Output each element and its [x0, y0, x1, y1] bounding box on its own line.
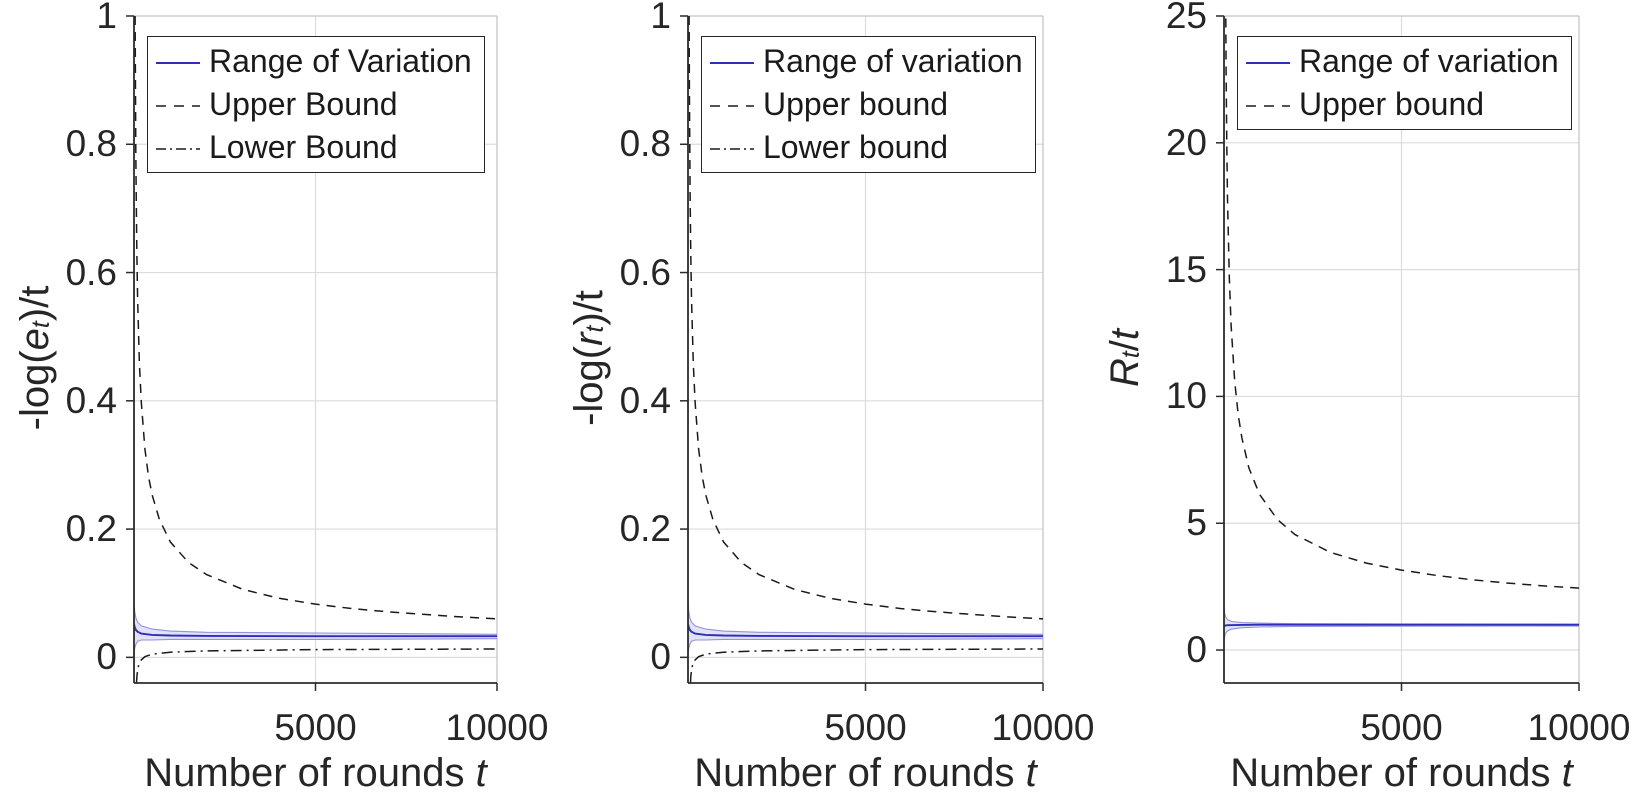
band-lower-edge	[1224, 625, 1579, 643]
y-axis-label-part: -log(	[566, 345, 611, 426]
y-axis-label-part: e	[12, 328, 57, 351]
y-axis-label-part: r	[566, 332, 611, 346]
x-tick-label: 10000	[1527, 707, 1631, 748]
x-axis-label: Number of rounds t	[1142, 752, 1641, 794]
y-tick-label: 0.6	[619, 251, 671, 293]
legend: Range of variation Upper bound Lower bound	[701, 36, 1036, 173]
y-axis-label-part: t	[1118, 351, 1146, 359]
legend: Range of Variation Upper Bound Lower Bound	[147, 36, 485, 173]
y-axis-label-part: t	[1102, 328, 1147, 341]
legend-entry: Upper Bound	[156, 83, 472, 126]
legend-entry: Range of Variation	[156, 40, 472, 83]
legend-line-sample-dashdot	[156, 139, 200, 157]
curve-upper-bound	[1225, 18, 1579, 589]
y-tick-label: 0	[1186, 629, 1207, 671]
legend-entry-label: Lower Bound	[209, 129, 398, 165]
legend-entry-label: Upper bound	[763, 86, 949, 122]
legend: Range of variation Upper bound	[1237, 36, 1572, 130]
y-tick-label: 0.6	[65, 251, 117, 293]
legend-entry: Lower Bound	[156, 126, 472, 169]
y-tick-label: 0.8	[65, 123, 117, 165]
y-axis-label-part: t	[582, 325, 610, 333]
x-tick-label: 5000	[824, 707, 907, 748]
y-axis-label: -log(r t)/t	[563, 48, 615, 668]
y-tick-label: 0.8	[619, 123, 671, 165]
x-axis-label-part: Number of rounds	[144, 751, 476, 795]
legend-entry: Upper bound	[710, 83, 1023, 126]
y-tick-label: 20	[1165, 121, 1207, 163]
legend-line-sample-solid	[1246, 53, 1290, 71]
x-axis-label-part: t	[1025, 751, 1037, 795]
x-axis-label: Number of rounds t	[606, 752, 1126, 794]
curve-range-of-variation	[1224, 623, 1579, 627]
legend-line-sample-dashed	[710, 96, 754, 114]
y-tick-label: 0.4	[619, 379, 671, 421]
legend-entry-label: Upper bound	[1299, 86, 1485, 122]
y-axis-label-part: )/t	[566, 290, 611, 326]
y-tick-label: 0.2	[65, 508, 117, 550]
y-axis-label-part: -log(	[12, 350, 57, 431]
y-tick-label: 1	[96, 0, 117, 36]
curve-lower-bound	[135, 648, 497, 683]
legend-line-sample-solid	[156, 53, 200, 71]
legend-entry: Range of variation	[710, 40, 1023, 83]
x-axis-label: Number of rounds t	[56, 752, 576, 794]
curve-range-of-variation	[688, 623, 1043, 638]
x-axis-label-part: Number of rounds	[694, 751, 1026, 795]
plot-panel-1	[126, 15, 498, 691]
x-tick-label: 5000	[1360, 707, 1443, 748]
y-axis-label-part: /	[1102, 340, 1147, 352]
curve-upper-bound	[134, 16, 497, 620]
x-axis-label-part: Number of rounds	[1230, 751, 1562, 795]
legend-entry-label: Range of Variation	[209, 43, 472, 79]
band-upper-edge	[688, 600, 1043, 635]
y-tick-label: 0	[96, 636, 117, 678]
legend-line-sample-dashed	[156, 96, 200, 114]
band-lower-edge	[688, 638, 1043, 655]
x-tick-label: 10000	[991, 707, 1095, 748]
band-upper-edge	[134, 600, 497, 635]
y-axis-label-part: R	[1102, 358, 1147, 388]
y-axis-label-part: )/t	[12, 285, 57, 322]
y-tick-label: 15	[1165, 248, 1207, 290]
x-tick-label: 10000	[445, 707, 549, 748]
legend-line-sample-dashed	[1246, 96, 1290, 114]
y-tick-label: 0.4	[65, 379, 117, 421]
legend-entry: Range of variation	[1246, 40, 1559, 83]
x-axis-label-part: t	[1561, 751, 1573, 795]
legend-line-sample-dashdot	[710, 139, 754, 157]
legend-entry-label: Upper Bound	[209, 86, 398, 122]
legend-entry-label: Lower bound	[763, 129, 949, 165]
legend-entry: Lower bound	[710, 126, 1023, 169]
plot-panel-3	[1216, 15, 1580, 691]
curve-lower-bound	[689, 648, 1043, 683]
band-lower-edge	[134, 638, 497, 655]
legend-entry-label: Range of variation	[763, 43, 1023, 79]
y-axis-label: -log(e t)/t	[9, 48, 61, 668]
y-tick-label: 0.2	[619, 508, 671, 550]
legend-line-sample-solid	[710, 53, 754, 71]
legend-entry-label: Range of variation	[1299, 43, 1559, 79]
curve-range-of-variation	[134, 623, 497, 638]
x-tick-label: 5000	[274, 707, 357, 748]
y-tick-label: 10	[1165, 375, 1207, 417]
x-axis-label-part: t	[475, 751, 487, 795]
y-tick-label: 1	[650, 0, 671, 36]
y-tick-label: 5	[1186, 502, 1207, 544]
legend-entry: Upper bound	[1246, 83, 1559, 126]
y-tick-label: 0	[650, 636, 671, 678]
curve-upper-bound	[688, 16, 1043, 620]
y-axis-label-part: t	[28, 321, 56, 329]
y-tick-label: 25	[1165, 0, 1207, 36]
